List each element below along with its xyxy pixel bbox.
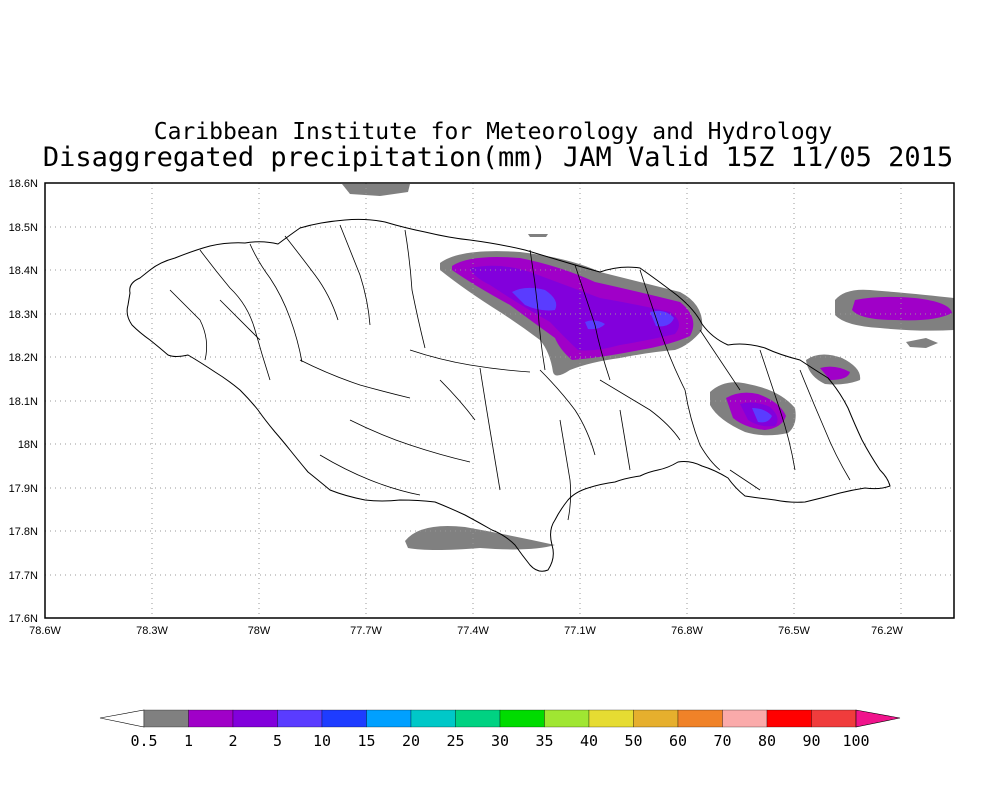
y-tick-label: 17.9N — [9, 483, 38, 495]
colorbar-swatch — [633, 709, 679, 728]
colorbar-right-arrow — [855, 709, 901, 728]
precip-area-north-central-5mm-c — [650, 310, 674, 327]
colorbar-label: 0.5 — [130, 732, 157, 750]
y-tick-label: 17.6N — [9, 613, 38, 625]
x-tick-label: 78.3W — [136, 625, 168, 637]
precip-area-east-small-purple — [820, 366, 850, 380]
colorbar-label: 30 — [491, 732, 509, 750]
colorbar-swatch — [455, 709, 501, 728]
map-frame-background — [45, 183, 954, 618]
x-tick-label: 77.7W — [350, 625, 382, 637]
colorbar-label: 60 — [669, 732, 687, 750]
precip-area-offshore-south — [405, 525, 555, 550]
colorbar-swatch — [499, 709, 545, 728]
colorbar-label: 5 — [273, 732, 282, 750]
colorbar-swatch — [766, 709, 812, 728]
y-tick-label: 18.3N — [9, 309, 38, 321]
y-tick-label: 17.7N — [9, 570, 38, 582]
x-tick-label: 77.4W — [457, 625, 489, 637]
parish-boundaries — [169, 224, 851, 521]
colorbar-label: 2 — [228, 732, 237, 750]
y-tick-label: 18.5N — [9, 222, 38, 234]
colorbar-label: 1 — [184, 732, 193, 750]
colorbar-swatches — [143, 709, 857, 728]
colorbar-label: 90 — [802, 732, 820, 750]
colorbar-label: 40 — [580, 732, 598, 750]
x-tick-label: 76.8W — [671, 625, 703, 637]
colorbar-label: 25 — [446, 732, 464, 750]
colorbar-swatch — [321, 709, 367, 728]
colorbar-left-arrow — [99, 709, 145, 728]
y-tick-label: 18.4N — [9, 265, 38, 277]
map-title-institute: Caribbean Institute for Meteorology and … — [154, 119, 833, 145]
colorbar-label: 100 — [842, 732, 869, 750]
y-tick-label: 17.8N — [9, 526, 38, 538]
y-tick-label: 18N — [18, 439, 38, 451]
colorbar-label: 50 — [624, 732, 642, 750]
colorbar-swatch — [232, 709, 278, 728]
x-tick-label: 78.6W — [29, 625, 61, 637]
colorbar-label: 20 — [402, 732, 420, 750]
x-tick-label: 78W — [248, 625, 271, 637]
colorbar-label: 35 — [535, 732, 553, 750]
y-tick-label: 18.2N — [9, 352, 38, 364]
colorbar: 0.5 1 2 5 10 15 20 25 30 35 40 50 60 70 80 90 100 — [99, 709, 901, 750]
y-tick-label: 18.6N — [9, 178, 38, 190]
precip-area-north-central-2mm — [470, 265, 679, 351]
precip-area-offshore-north — [342, 184, 410, 196]
colorbar-label: 15 — [357, 732, 375, 750]
x-axis: 78.6W 78.3W 78W 77.7W 77.4W 77.1W 76.8W … — [29, 625, 903, 637]
jamaica-coastline — [126, 218, 891, 572]
colorbar-swatch — [366, 709, 412, 728]
colorbar-swatch — [188, 709, 234, 728]
y-axis: 18.6N 18.5N 18.4N 18.3N 18.2N 18.1N 18N … — [9, 178, 38, 625]
colorbar-swatch — [722, 709, 768, 728]
colorbar-swatch — [410, 709, 456, 728]
x-tick-label: 77.1W — [564, 625, 596, 637]
precip-area-offshore-tiny — [528, 234, 548, 237]
colorbar-swatch — [588, 709, 634, 728]
colorbar-swatch — [277, 709, 323, 728]
precip-area-offshore-northeast-purple — [852, 296, 952, 321]
colorbar-label: 70 — [713, 732, 731, 750]
precip-area-offshore-dot — [906, 338, 938, 348]
map-plot-area — [45, 183, 954, 618]
colorbar-swatch — [143, 709, 189, 728]
precip-area-north-central-5mm-a — [512, 287, 557, 311]
precip-area-east-central-5mm — [752, 408, 772, 423]
map-title-product: Disaggregated precipitation(mm) JAM Vali… — [43, 142, 953, 173]
map-frame-border — [44, 182, 955, 619]
y-tick-label: 18.1N — [9, 396, 38, 408]
colorbar-swatch — [544, 709, 590, 728]
x-tick-label: 76.2W — [871, 625, 903, 637]
colorbar-label: 10 — [313, 732, 331, 750]
colorbar-label: 80 — [758, 732, 776, 750]
colorbar-labels: 0.5 1 2 5 10 15 20 25 30 35 40 50 60 70 80 90 100 — [130, 732, 869, 750]
x-tick-label: 76.5W — [778, 625, 810, 637]
colorbar-swatch — [677, 709, 723, 728]
colorbar-swatch — [811, 709, 857, 728]
